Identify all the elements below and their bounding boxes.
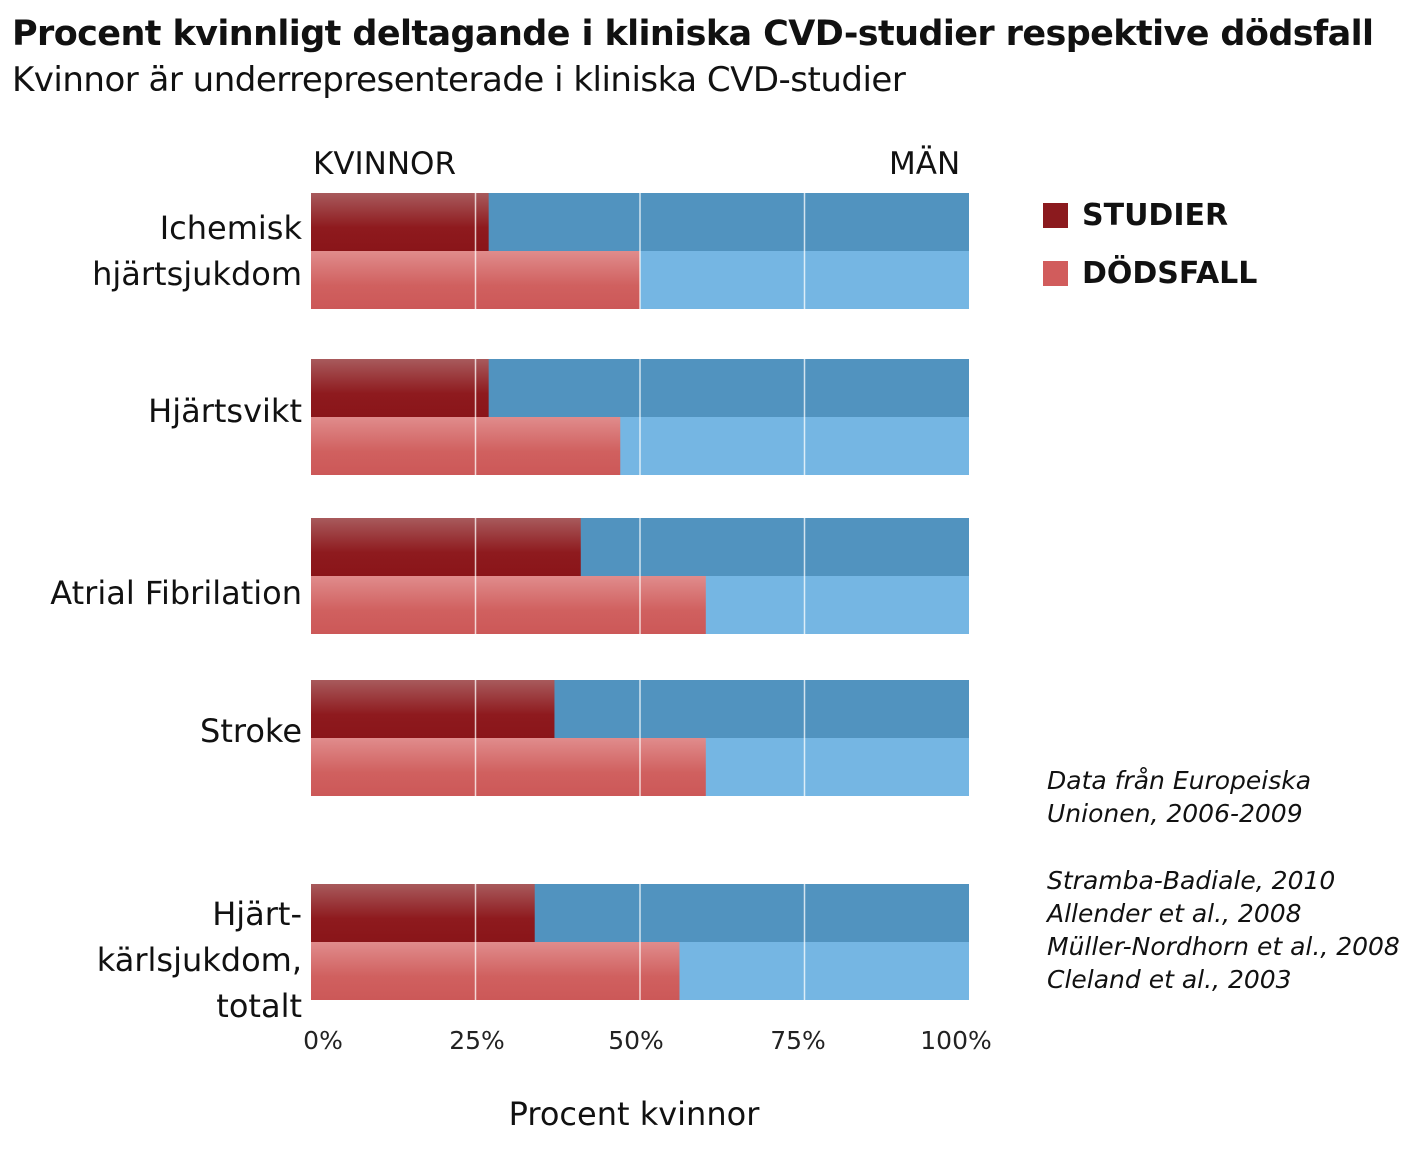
bar-women-dodsfall bbox=[311, 738, 706, 796]
x-tick-label: 0% bbox=[303, 1026, 343, 1055]
legend-item-studier: STUDIER bbox=[1043, 198, 1228, 233]
chart-title: Procent kvinnligt deltagande i kliniska … bbox=[12, 14, 1374, 54]
legend-item-dodsfall: DÖDSFALL bbox=[1043, 256, 1257, 291]
references-note: Stramba-Badiale, 2010 Allender et al., 2… bbox=[1047, 866, 1400, 994]
x-tick-label: 75% bbox=[770, 1026, 826, 1055]
category-label: Atrial Fibrilation bbox=[50, 574, 302, 612]
category-label: Hjärtsvikt bbox=[148, 392, 302, 430]
source-note: Data från Europeiska Unionen, 2006-2009 bbox=[1047, 766, 1312, 828]
bar-women-studier bbox=[311, 884, 535, 942]
legend-label: STUDIER bbox=[1082, 198, 1229, 233]
category-label: Stroke bbox=[200, 712, 302, 750]
chart-subtitle: Kvinnor är underrepresenterade i klinisk… bbox=[12, 60, 906, 100]
bar-women-studier bbox=[311, 518, 581, 576]
bar-women-dodsfall bbox=[311, 942, 680, 1000]
legend-swatch bbox=[1043, 261, 1068, 286]
bar-women-dodsfall bbox=[311, 576, 706, 634]
bar-women-studier bbox=[311, 193, 489, 251]
category-label: Hjärt- kärlsjukdom, totalt bbox=[96, 895, 302, 1025]
x-tick-label: 25% bbox=[449, 1026, 505, 1055]
legend-label: DÖDSFALL bbox=[1082, 256, 1258, 291]
bar-women-dodsfall bbox=[311, 417, 621, 475]
x-tick-label: 100% bbox=[920, 1026, 992, 1055]
x-tick-label: 50% bbox=[608, 1026, 664, 1055]
category-label: Ichemisk hjärtsjukdom bbox=[92, 209, 302, 293]
legend-swatch bbox=[1043, 203, 1068, 228]
right-side-label: MÄN bbox=[889, 146, 961, 182]
bar-women-studier bbox=[311, 359, 489, 417]
left-side-label: KVINNOR bbox=[313, 146, 456, 182]
x-axis-label: Procent kvinnor bbox=[508, 1095, 760, 1133]
bar-women-studier bbox=[311, 680, 555, 738]
